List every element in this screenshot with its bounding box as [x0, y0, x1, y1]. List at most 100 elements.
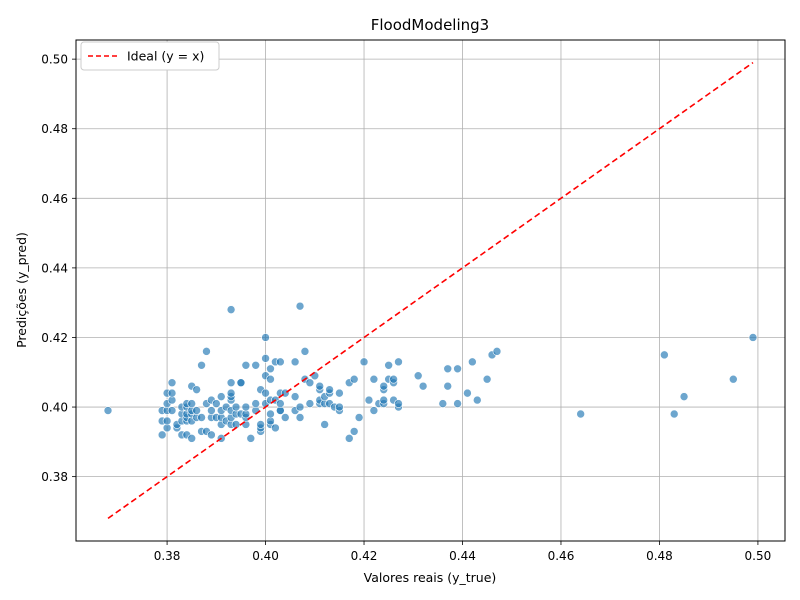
data-point: [305, 378, 315, 387]
data-point: [226, 388, 236, 398]
data-point: [453, 399, 462, 408]
data-point: [394, 399, 403, 408]
data-point: [226, 305, 236, 314]
data-point: [276, 399, 285, 408]
data-point: [261, 388, 270, 398]
x-tick-label: 0.38: [154, 549, 181, 563]
data-point: [167, 406, 177, 415]
data-point: [305, 399, 315, 408]
x-tick-label: 0.46: [548, 549, 575, 563]
data-point: [369, 406, 379, 415]
data-point: [443, 364, 453, 374]
data-point: [468, 357, 477, 367]
data-point: [354, 413, 364, 422]
plot-frame: [75, 39, 786, 542]
data-point: [276, 357, 285, 367]
data-point: [216, 392, 226, 401]
data-point: [295, 413, 305, 422]
data-point: [315, 381, 325, 391]
data-point: [266, 409, 275, 419]
data-point: [192, 385, 201, 394]
data-point: [231, 402, 241, 412]
data-point: [359, 357, 369, 367]
data-point: [300, 347, 310, 356]
y-tick-label: 0.50: [41, 53, 68, 67]
data-point: [103, 406, 113, 415]
data-point: [669, 409, 679, 419]
data-point: [290, 357, 300, 367]
data-point: [266, 374, 275, 384]
data-point: [212, 399, 221, 408]
data-point: [438, 399, 448, 408]
y-axis-label: Predições (y_pred): [14, 232, 29, 348]
data-point: [492, 347, 502, 356]
x-axis-label: Valores reais (y_true): [364, 570, 497, 585]
data-point: [266, 364, 275, 374]
data-point: [482, 374, 492, 384]
data-point: [729, 374, 738, 384]
data-point: [251, 399, 261, 408]
data-point: [207, 430, 216, 440]
legend-box: [80, 41, 220, 71]
data-point: [344, 434, 354, 443]
data-point: [261, 333, 270, 342]
data-point: [241, 361, 251, 370]
data-point: [389, 374, 398, 384]
data-point: [197, 361, 206, 370]
grid-lines: [76, 40, 785, 541]
data-point: [295, 402, 305, 412]
data-point: [660, 350, 669, 360]
data-point: [295, 301, 305, 311]
data-point: [320, 420, 329, 429]
y-tick-label: 0.40: [41, 401, 68, 415]
data-point: [197, 413, 206, 422]
data-point: [349, 374, 359, 384]
data-point: [246, 434, 256, 443]
data-point: [280, 413, 290, 422]
data-point: [349, 427, 359, 436]
x-tick-label: 0.50: [745, 549, 772, 563]
data-point: [576, 409, 585, 419]
y-axis-ticks: 0.38 0.40 0.42 0.44 0.46 0.48 0.50: [41, 53, 76, 484]
x-tick-label: 0.40: [252, 549, 279, 563]
data-point: [364, 395, 374, 405]
legend: Ideal (y = x): [80, 41, 220, 71]
x-tick-label: 0.48: [646, 549, 673, 563]
data-point: [384, 361, 393, 370]
data-point: [413, 371, 423, 381]
x-tick-label: 0.42: [351, 549, 378, 563]
data-point: [187, 434, 197, 443]
data-point: [187, 399, 197, 408]
data-point: [256, 420, 265, 429]
data-point: [167, 388, 177, 398]
x-tick-label: 0.44: [449, 549, 476, 563]
y-tick-label: 0.48: [41, 122, 68, 136]
data-point: [167, 378, 177, 387]
y-tick-label: 0.44: [41, 261, 68, 275]
ideal-line: [107, 61, 754, 520]
data-point: [251, 361, 261, 370]
data-points: [103, 301, 758, 443]
y-tick-label: 0.42: [41, 331, 68, 345]
data-point: [207, 406, 216, 415]
data-point: [679, 392, 689, 401]
x-axis-ticks: 0.38 0.40 0.42 0.44 0.46 0.48 0.50: [154, 541, 772, 563]
data-point: [325, 385, 334, 394]
data-point: [453, 364, 462, 374]
data-point: [335, 388, 344, 398]
data-point: [226, 378, 236, 387]
data-point: [290, 392, 300, 401]
ideal-line-group: [107, 61, 754, 520]
data-point: [463, 388, 472, 398]
data-point: [379, 395, 389, 405]
data-point: [162, 416, 172, 426]
legend-ideal-label: Ideal (y = x): [127, 49, 204, 64]
y-tick-label: 0.46: [41, 192, 68, 206]
data-point: [241, 402, 251, 412]
data-point: [157, 430, 167, 440]
data-point: [335, 402, 344, 412]
data-point: [418, 381, 428, 391]
data-point: [443, 381, 453, 391]
data-point: [236, 378, 246, 387]
chart-title: FloodModeling3: [371, 16, 489, 34]
